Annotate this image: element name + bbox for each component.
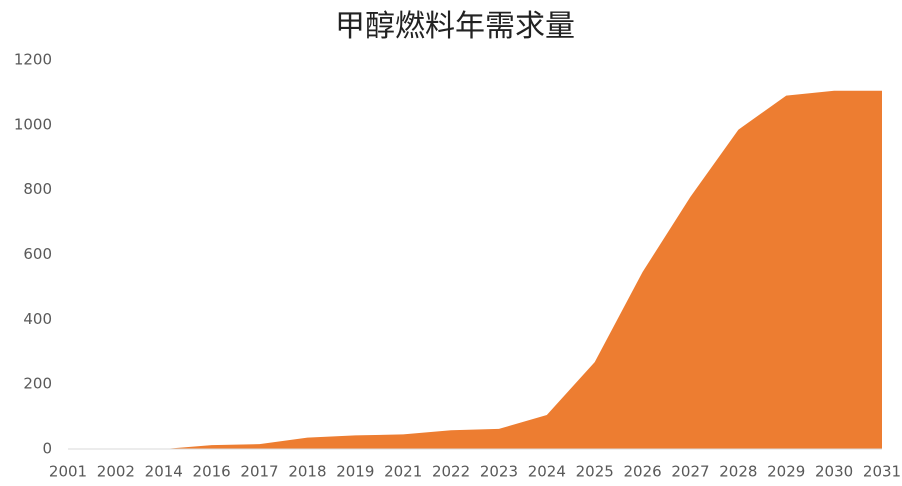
y-tick-label: 800 xyxy=(23,180,52,198)
y-tick-label: 1000 xyxy=(14,115,52,133)
x-tick-label: 2025 xyxy=(576,463,614,481)
x-tick-label: 2001 xyxy=(49,463,87,481)
y-tick-label: 600 xyxy=(23,245,52,263)
y-tick-label: 200 xyxy=(23,375,52,393)
x-tick-label: 2017 xyxy=(240,463,278,481)
x-tick-label: 2002 xyxy=(97,463,135,481)
y-tick-label: 0 xyxy=(42,440,52,458)
x-tick-label: 2016 xyxy=(193,463,231,481)
x-tick-label: 2029 xyxy=(767,463,805,481)
x-tick-label: 2030 xyxy=(815,463,853,481)
x-tick-label: 2024 xyxy=(528,463,566,481)
x-tick-label: 2023 xyxy=(480,463,518,481)
y-tick-label: 1200 xyxy=(14,51,52,69)
x-tick-label: 2022 xyxy=(432,463,470,481)
y-tick-label: 400 xyxy=(23,310,52,328)
x-tick-label: 2026 xyxy=(623,463,661,481)
x-tick-label: 2027 xyxy=(671,463,709,481)
x-tick-label: 2031 xyxy=(863,463,901,481)
x-tick-label: 2014 xyxy=(145,463,183,481)
x-tick-label: 2018 xyxy=(288,463,326,481)
x-tick-label: 2021 xyxy=(384,463,422,481)
chart-title: 甲醇燃料年需求量 xyxy=(335,9,575,44)
x-tick-label: 2028 xyxy=(719,463,757,481)
area xyxy=(68,90,882,449)
x-tick-label: 2019 xyxy=(336,463,374,481)
